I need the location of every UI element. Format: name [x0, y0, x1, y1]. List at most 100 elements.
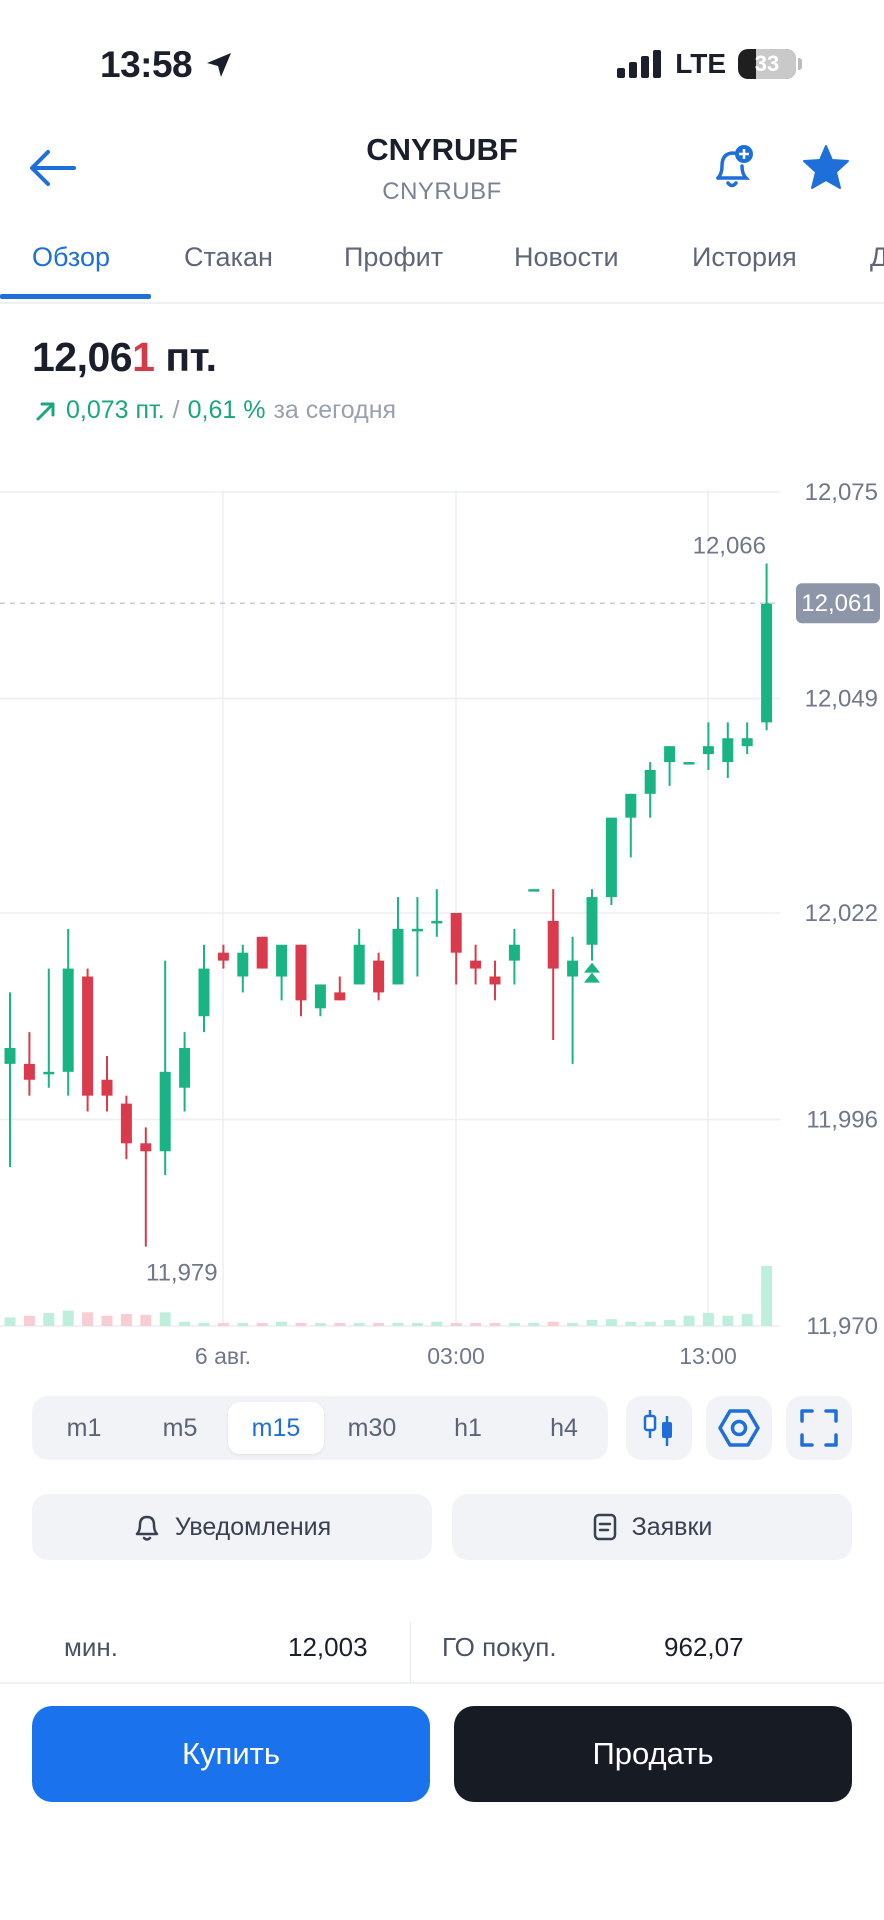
y-tick-label: 12,049: [805, 686, 878, 713]
hexagon-icon: [718, 1409, 760, 1447]
candle-body: [470, 960, 482, 969]
candle-body: [450, 912, 462, 953]
status-time: 13:58: [100, 44, 193, 85]
price-change: 0,073 пт. / 0,61 % за сегодня: [34, 396, 396, 425]
candle-body: [120, 1103, 132, 1144]
candlestick-icon: [643, 1410, 672, 1446]
margin-value: 962,07: [664, 1632, 744, 1662]
timeframe-selector: m1 m5 m15 m30 h1 h4: [32, 1396, 608, 1460]
buy-button[interactable]: Купить: [32, 1706, 430, 1802]
tab-news[interactable]: Новости: [514, 242, 619, 272]
location-arrow-icon: [207, 53, 231, 77]
candle-body: [567, 960, 579, 977]
tab-profit[interactable]: Профит: [344, 242, 444, 272]
volume-bar: [334, 1323, 346, 1326]
candle-body: [295, 944, 307, 1001]
bell-plus-icon[interactable]: [710, 142, 756, 192]
tab-history[interactable]: История: [692, 242, 797, 272]
candle-body: [179, 1048, 191, 1088]
volume-bar: [120, 1314, 132, 1326]
y-tick-label: 11,996: [806, 1106, 878, 1133]
candle-body: [722, 738, 734, 763]
volume-bar: [237, 1323, 249, 1326]
chart-type-button[interactable]: [626, 1396, 692, 1460]
volume-bar: [392, 1323, 404, 1326]
volume-bar: [198, 1323, 210, 1326]
y-tick-label: 12,022: [805, 900, 878, 927]
volume-bar: [528, 1323, 540, 1326]
indicators-button[interactable]: [706, 1396, 772, 1460]
notifications-label: Уведомления: [174, 1512, 332, 1541]
bottom-divider: [0, 1682, 884, 1684]
back-arrow-icon[interactable]: [28, 146, 78, 190]
candle-body: [664, 746, 676, 763]
page-title: CNYRUBF: [366, 132, 518, 167]
volume-bar: [450, 1323, 462, 1326]
volume-bar: [179, 1321, 191, 1326]
volume-bar: [373, 1323, 385, 1326]
timeframe-m1[interactable]: m1: [66, 1414, 102, 1442]
page-subtitle: CNYRUBF: [382, 178, 502, 205]
tab-overview[interactable]: Обзор: [32, 242, 110, 272]
timeframe-h4[interactable]: h4: [550, 1414, 578, 1442]
change-absolute: 0,073 пт.: [66, 396, 165, 424]
margin-label: ГО покуп.: [442, 1632, 557, 1662]
candle-body: [392, 928, 404, 985]
favorite-star-icon[interactable]: [802, 144, 850, 190]
volume-bar: [217, 1323, 229, 1326]
candle-body: [276, 944, 288, 977]
volume-bar: [567, 1323, 579, 1326]
candle-body: [314, 984, 326, 1009]
volume-bar: [489, 1323, 501, 1326]
volume-bar: [62, 1310, 74, 1326]
low-label: 11,979: [146, 1260, 218, 1287]
volume-bar: [741, 1314, 753, 1326]
candle-body: [23, 1063, 35, 1080]
current-price-label: 12,061: [801, 590, 874, 617]
volume-bar: [314, 1323, 326, 1326]
volume-bar: [353, 1323, 365, 1326]
document-icon: [593, 1513, 616, 1541]
tab-orderbook[interactable]: Стакан: [184, 242, 273, 272]
x-tick-label: 03:00: [427, 1343, 485, 1369]
change-separator: /: [172, 396, 180, 424]
candle-body: [353, 944, 365, 985]
candle-body: [62, 968, 74, 1072]
candle-body: [702, 746, 714, 755]
fullscreen-button[interactable]: [786, 1396, 852, 1460]
tab-bar: Обзор Стакан Профит Новости История Д: [0, 236, 884, 304]
candle-body: [43, 1071, 55, 1075]
active-tab-indicator: [0, 294, 151, 299]
volume-bar: [664, 1320, 676, 1326]
volume-bar: [159, 1312, 171, 1326]
candle-body: [373, 960, 385, 993]
network-type: LTE: [675, 48, 726, 79]
volume-bar: [508, 1323, 520, 1326]
volume-bar: [722, 1315, 734, 1326]
volume-bar: [276, 1321, 288, 1326]
price-chart[interactable]: 12,075 12,049 12,022 11,996 11,970 6 авг. 03:…: [0, 470, 884, 1370]
candle-body: [82, 976, 94, 1096]
orders-button[interactable]: Заявки: [452, 1494, 852, 1560]
sell-button[interactable]: Продать: [454, 1706, 852, 1802]
notifications-button[interactable]: Уведомления: [32, 1494, 432, 1560]
timeframe-m30[interactable]: m30: [347, 1414, 397, 1442]
candle-body: [140, 1143, 152, 1152]
volume-bar: [586, 1320, 598, 1326]
candle-body: [605, 817, 617, 898]
volume-bar: [683, 1315, 695, 1326]
buy-marker-icon: [584, 962, 600, 983]
candle-body: [4, 1048, 16, 1064]
volume-bar: [547, 1321, 559, 1326]
candle-body: [625, 793, 637, 818]
signal-icon: [617, 50, 662, 78]
candle-body: [198, 968, 210, 1017]
tab-more[interactable]: Д: [870, 242, 884, 272]
change-period: за сегодня: [273, 396, 397, 424]
candle-body: [217, 952, 229, 961]
timeframe-m5[interactable]: m5: [162, 1414, 198, 1442]
timeframe-h1[interactable]: h1: [454, 1414, 482, 1442]
volume-bar: [23, 1315, 35, 1326]
timeframe-m15[interactable]: m15: [228, 1402, 324, 1454]
candle-body: [411, 928, 423, 932]
